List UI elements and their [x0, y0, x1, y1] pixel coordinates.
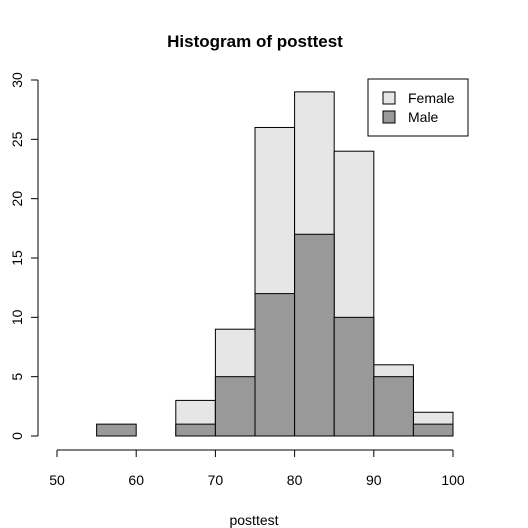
legend-box — [367, 78, 469, 137]
x-axis: 50 60 70 80 90 100 — [49, 449, 465, 488]
y-tick-label-10: 10 — [9, 309, 25, 325]
bar-male-90-95 — [373, 376, 414, 437]
legend-swatch-female — [382, 91, 396, 105]
bars-group — [96, 91, 454, 437]
bar-male-65-70 — [175, 423, 216, 437]
chart-title: Histogram of posttest — [167, 32, 343, 51]
bar-male-75-80 — [254, 293, 296, 437]
bar-male-95-100 — [412, 423, 454, 437]
y-tick-label-30: 30 — [9, 72, 25, 88]
legend-label-male: Male — [408, 109, 439, 125]
legend-swatch-male — [382, 110, 396, 124]
legend-label-female: Female — [408, 90, 455, 106]
x-tick-label-70: 70 — [208, 472, 224, 488]
bar-male-55-60 — [96, 423, 137, 437]
y-tick-label-20: 20 — [9, 191, 25, 207]
x-tick-label-90: 90 — [366, 472, 382, 488]
y-axis: 0 5 10 15 20 25 30 — [9, 72, 39, 440]
bar-male-85-90 — [333, 316, 375, 437]
x-tick-label-60: 60 — [128, 472, 144, 488]
y-tick-label-25: 25 — [9, 131, 25, 147]
x-tick-label-100: 100 — [441, 472, 465, 488]
bar-male-70-75 — [214, 376, 256, 437]
legend: Female Male — [367, 78, 469, 137]
y-tick-label-5: 5 — [9, 373, 25, 381]
y-tick-label-15: 15 — [9, 250, 25, 266]
y-tick-label-0: 0 — [9, 432, 25, 440]
bar-male-80-85 — [294, 233, 335, 437]
x-tick-label-50: 50 — [49, 472, 65, 488]
x-tick-label-80: 80 — [287, 472, 303, 488]
x-axis-label: posttest — [229, 512, 278, 528]
